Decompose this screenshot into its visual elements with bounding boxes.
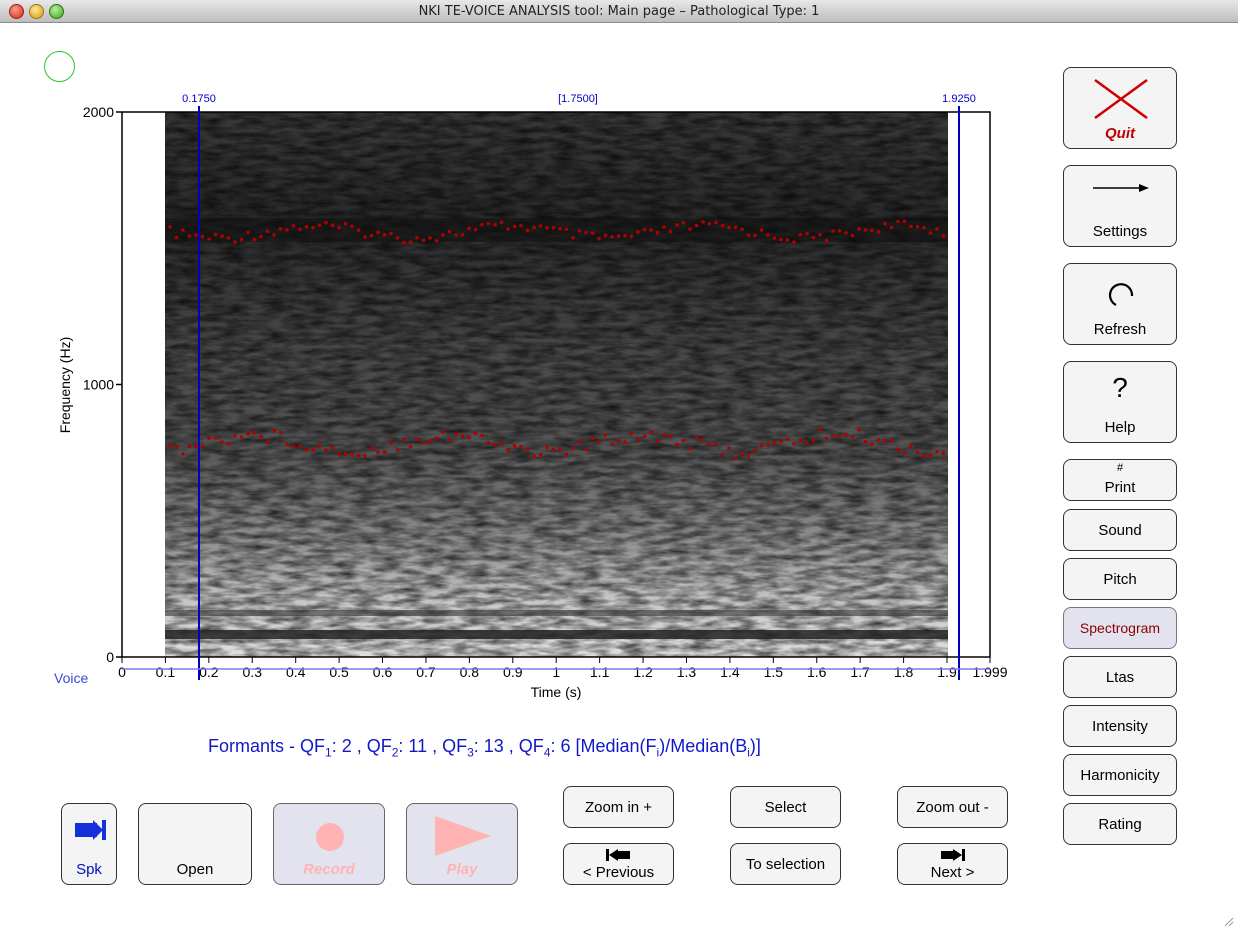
x-tick-label: 1.2 (633, 664, 653, 680)
x-tick-label: 0.4 (286, 664, 306, 680)
intensity-button[interactable]: Intensity (1063, 705, 1177, 747)
x-tick-label: 0.1 (156, 664, 176, 680)
rating-button[interactable]: Rating (1063, 803, 1177, 845)
record-button[interactable]: Record (273, 803, 385, 885)
next-button[interactable]: Next > (897, 843, 1008, 885)
x-tick-label: 0.7 (416, 664, 436, 680)
close-window-button[interactable] (9, 4, 24, 19)
arrow-right-icon (1093, 184, 1149, 192)
x-tick-label: 0.8 (460, 664, 480, 680)
pitch-button[interactable]: Pitch (1063, 558, 1177, 600)
close-icon (1094, 78, 1148, 120)
help-button[interactable]: ? Help (1063, 361, 1177, 443)
harmonicity-button[interactable]: Harmonicity (1063, 754, 1177, 796)
x-tick-label: 1.1 (590, 664, 610, 680)
x-axis-label: Time (s) (531, 684, 582, 700)
to-selection-button[interactable]: To selection (730, 843, 841, 885)
tier-label-voice: Voice (54, 670, 89, 686)
x-tick-label: 0.5 (329, 664, 349, 680)
formant-track (168, 219, 946, 460)
x-tick-label: 1.8 (894, 664, 914, 680)
hash-icon: # (1116, 462, 1124, 474)
next-icon (941, 849, 965, 861)
spectrogram-button[interactable]: Spectrogram (1063, 607, 1177, 649)
x-tick-label: 1.999 (972, 664, 1007, 680)
x-tick-label: 0.3 (243, 664, 263, 680)
select-button[interactable]: Select (730, 786, 841, 828)
play-icon (435, 816, 491, 856)
x-tick-label: 1.5 (764, 664, 784, 680)
x-tick-label: 0.2 (199, 664, 219, 680)
help-icon: ? (1112, 372, 1128, 403)
x-tick-label: 1.7 (850, 664, 870, 680)
play-button[interactable]: Play (406, 803, 518, 885)
y-axis-label: Frequency (Hz) (57, 337, 73, 433)
x-tick-label: 1 (552, 664, 560, 680)
title-bar: NKI TE-VOICE ANALYSIS tool: Main page – … (0, 0, 1238, 23)
previous-icon (606, 849, 630, 861)
resize-grip-icon[interactable] (1222, 915, 1234, 927)
skip-to-end-icon (75, 820, 106, 840)
x-tick-label: 1.4 (720, 664, 740, 680)
print-button[interactable]: # Print (1063, 459, 1177, 501)
spk-button[interactable]: Spk (61, 803, 117, 885)
zoom-window-button[interactable] (49, 4, 64, 19)
y-tick-label: 1000 (83, 377, 114, 393)
y-tick-label: 2000 (83, 104, 114, 120)
spectrogram-image (165, 112, 948, 657)
zoom-in-button[interactable]: Zoom in + (563, 786, 674, 828)
open-button[interactable]: Open (138, 803, 252, 885)
quit-button[interactable]: Quit (1063, 67, 1177, 149)
plot-axes: 2000 1000 00 0.1 0.2 0.3 0.4 0.5 0.6 0.7 0.8 0.9 1 1.… (83, 104, 1008, 680)
x-tick-label: 1.6 (807, 664, 827, 680)
x-tick-label: 0.6 (373, 664, 393, 680)
window-title: NKI TE-VOICE ANALYSIS tool: Main page – … (418, 4, 820, 19)
x-tick-label: 1.9 (937, 664, 957, 680)
settings-button[interactable]: Settings (1063, 165, 1177, 247)
cursor-right-label: 1.9250 (942, 93, 976, 105)
record-icon (316, 823, 344, 851)
formants-summary: Formants - QF1: 2 , QF2: 11 , QF3: 13 , … (208, 736, 761, 760)
refresh-button[interactable]: Refresh (1063, 263, 1177, 345)
previous-button[interactable]: < Previous (563, 843, 674, 885)
refresh-icon (1108, 283, 1134, 306)
ltas-button[interactable]: Ltas (1063, 656, 1177, 698)
x-tick-label: 0.9 (503, 664, 523, 680)
minimize-window-button[interactable] (29, 4, 44, 19)
cursor-mid-label: [1.7500] (558, 93, 598, 105)
zoom-out-button[interactable]: Zoom out - (897, 786, 1008, 828)
y-tick-label: 0 (106, 649, 114, 665)
status-circle-icon (44, 51, 75, 82)
sound-button[interactable]: Sound (1063, 509, 1177, 551)
x-tick-label: 0 (118, 664, 126, 680)
cursor-left-label: 0.1750 (182, 93, 216, 105)
x-tick-label: 1.3 (677, 664, 697, 680)
